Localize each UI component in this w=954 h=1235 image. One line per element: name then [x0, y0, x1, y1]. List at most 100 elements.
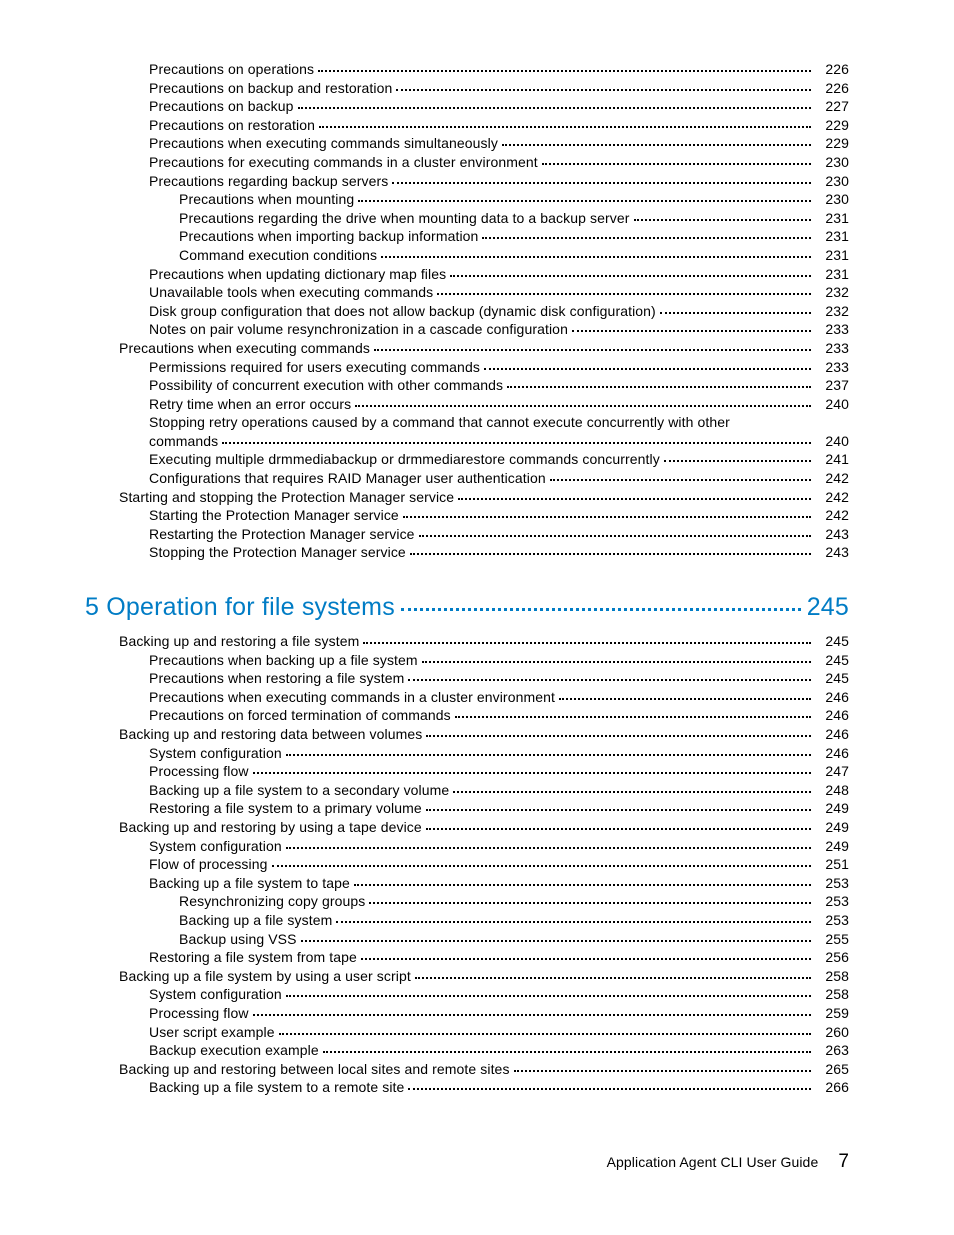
- page: Precautions on operations226Precautions …: [0, 0, 954, 1235]
- toc-entry[interactable]: Flow of processing251: [85, 855, 849, 874]
- toc-entry-label: Precautions when backing up a file syste…: [149, 651, 418, 670]
- toc-entry-label: Backing up a file system to a secondary …: [149, 781, 449, 800]
- toc-entry[interactable]: Starting the Protection Manager service2…: [85, 506, 849, 525]
- toc-entry[interactable]: Backing up and restoring between local s…: [85, 1060, 849, 1079]
- toc-entry[interactable]: Processing flow259: [85, 1004, 849, 1023]
- toc-entry[interactable]: Backing up a file system253: [85, 911, 849, 930]
- toc-entry[interactable]: System configuration246: [85, 744, 849, 763]
- toc-entry[interactable]: User script example260: [85, 1023, 849, 1042]
- leader-dots: [396, 79, 811, 93]
- toc-entry[interactable]: Precautions when restoring a file system…: [85, 669, 849, 688]
- toc-entry[interactable]: Notes on pair volume resynchronization i…: [85, 320, 849, 339]
- toc-entry-label: Possibility of concurrent execution with…: [149, 376, 503, 395]
- toc-entry-label: Starting and stopping the Protection Man…: [119, 488, 454, 507]
- toc-entry[interactable]: Configurations that requires RAID Manage…: [85, 469, 849, 488]
- toc-entry[interactable]: Backing up and restoring data between vo…: [85, 725, 849, 744]
- toc-entry[interactable]: Backing up a file system to a secondary …: [85, 781, 849, 800]
- toc-entry[interactable]: Restarting the Protection Manager servic…: [85, 525, 849, 544]
- toc-entry-label: Stopping the Protection Manager service: [149, 543, 406, 562]
- toc-entry[interactable]: Backing up a file system by using a user…: [85, 967, 849, 986]
- toc-entry-label: Backing up and restoring by using a tape…: [119, 818, 422, 837]
- toc-entry[interactable]: Starting and stopping the Protection Man…: [85, 488, 849, 507]
- leader-dots: [453, 781, 811, 795]
- leader-dots: [426, 725, 811, 739]
- toc-entry[interactable]: Processing flow247: [85, 762, 849, 781]
- leader-dots: [253, 762, 811, 776]
- toc-entry-page: 233: [815, 320, 849, 339]
- toc-entry[interactable]: Precautions when executing commands in a…: [85, 688, 849, 707]
- toc-entry-label: Command execution conditions: [179, 246, 377, 265]
- leader-dots: [301, 930, 811, 944]
- toc-entry[interactable]: commands240: [85, 432, 849, 451]
- toc-entry[interactable]: Backing up a file system to tape253: [85, 874, 849, 893]
- leader-dots: [272, 855, 811, 869]
- toc-entry-page: 227: [815, 97, 849, 116]
- toc-entry[interactable]: Precautions when executing commands simu…: [85, 134, 849, 153]
- toc-block-1: Precautions on operations226Precautions …: [85, 60, 849, 562]
- toc-entry[interactable]: Precautions when importing backup inform…: [85, 227, 849, 246]
- toc-entry[interactable]: Executing multiple drmmediabackup or drm…: [85, 450, 849, 469]
- toc-entry[interactable]: Precautions regarding backup servers230: [85, 172, 849, 191]
- toc-entry[interactable]: Precautions when updating dictionary map…: [85, 265, 849, 284]
- toc-entry[interactable]: Permissions required for users executing…: [85, 358, 849, 377]
- toc-entry[interactable]: Backup using VSS255: [85, 930, 849, 949]
- toc-entry[interactable]: Precautions on backup and restoration226: [85, 79, 849, 98]
- toc-entry-label: Backing up and restoring data between vo…: [119, 725, 422, 744]
- toc-entry[interactable]: Possibility of concurrent execution with…: [85, 376, 849, 395]
- toc-entry[interactable]: Precautions on backup 227: [85, 97, 849, 116]
- leader-dots: [422, 651, 811, 665]
- toc-entry[interactable]: Precautions on restoration229: [85, 116, 849, 135]
- toc-entry[interactable]: Precautions on operations 226: [85, 60, 849, 79]
- toc-entry[interactable]: Precautions when backing up a file syste…: [85, 651, 849, 670]
- chapter-heading[interactable]: 5 Operation for file systems 245: [85, 590, 849, 622]
- toc-entry-page: 226: [815, 79, 849, 98]
- toc-entry-label: User script example: [149, 1023, 275, 1042]
- toc-entry[interactable]: Backing up and restoring a file system24…: [85, 632, 849, 651]
- toc-entry[interactable]: Restoring a file system from tape256: [85, 948, 849, 967]
- toc-entry-page: 256: [815, 948, 849, 967]
- leader-dots: [286, 744, 811, 758]
- toc-entry[interactable]: Stopping retry operations caused by a co…: [85, 413, 849, 432]
- toc-entry[interactable]: Precautions when executing commands233: [85, 339, 849, 358]
- toc-entry[interactable]: Backing up a file system to a remote sit…: [85, 1078, 849, 1097]
- leader-dots: [286, 985, 811, 999]
- toc-entry-label: Precautions on backup: [149, 97, 294, 116]
- chapter-leader-dots: [401, 590, 801, 615]
- toc-entry-page: 226: [815, 60, 849, 79]
- toc-entry-page: 247: [815, 762, 849, 781]
- toc-entry[interactable]: Precautions for executing commands in a …: [85, 153, 849, 172]
- toc-entry[interactable]: Command execution conditions231: [85, 246, 849, 265]
- toc-entry-label: Precautions when executing commands: [119, 339, 370, 358]
- toc-entry[interactable]: Resynchronizing copy groups253: [85, 892, 849, 911]
- toc-entry[interactable]: Retry time when an error occurs240: [85, 395, 849, 414]
- toc-entry-label: commands: [149, 432, 218, 451]
- footer-page-number: 7: [838, 1151, 849, 1172]
- toc-entry-label: Backing up a file system by using a user…: [119, 967, 411, 986]
- toc-entry-label: Configurations that requires RAID Manage…: [149, 469, 546, 488]
- leader-dots: [408, 1078, 811, 1092]
- toc-entry-page: 265: [815, 1060, 849, 1079]
- toc-entry[interactable]: Restoring a file system to a primary vol…: [85, 799, 849, 818]
- toc-entry[interactable]: Stopping the Protection Manager service2…: [85, 543, 849, 562]
- toc-entry[interactable]: Precautions when mounting230: [85, 190, 849, 209]
- toc-entry-label: Precautions when executing commands in a…: [149, 688, 555, 707]
- toc-entry[interactable]: System configuration249: [85, 837, 849, 856]
- toc-entry[interactable]: System configuration258: [85, 985, 849, 1004]
- leader-dots: [550, 469, 811, 483]
- toc-entry-label: Precautions regarding the drive when mou…: [179, 209, 630, 228]
- toc-entry[interactable]: Backup execution example263: [85, 1041, 849, 1060]
- toc-entry[interactable]: Precautions on forced termination of com…: [85, 706, 849, 725]
- toc-entry-label: Executing multiple drmmediabackup or drm…: [149, 450, 660, 469]
- toc-entry[interactable]: Unavailable tools when executing command…: [85, 283, 849, 302]
- toc-entry[interactable]: Precautions regarding the drive when mou…: [85, 209, 849, 228]
- leader-dots: [336, 911, 811, 925]
- toc-entry[interactable]: Disk group configuration that does not a…: [85, 302, 849, 321]
- toc-entry-page: 245: [815, 651, 849, 670]
- toc-entry-label: Precautions regarding backup servers: [149, 172, 388, 191]
- leader-dots: [482, 227, 811, 241]
- toc-entry-label: Precautions on operations: [149, 60, 314, 79]
- toc-entry-page: 246: [815, 744, 849, 763]
- toc-entry-page: 255: [815, 930, 849, 949]
- leader-dots: [410, 543, 811, 557]
- toc-entry[interactable]: Backing up and restoring by using a tape…: [85, 818, 849, 837]
